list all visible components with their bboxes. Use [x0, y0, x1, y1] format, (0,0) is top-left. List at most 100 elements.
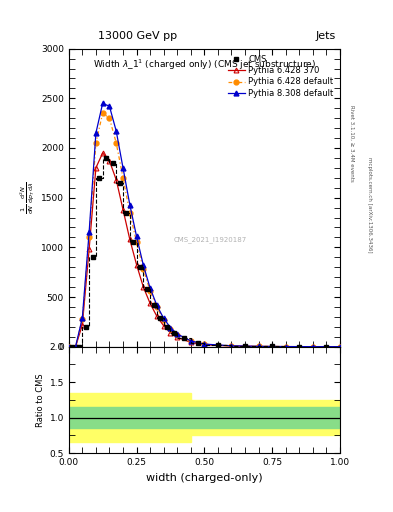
Pythia 6.428 370: [229, 343, 234, 349]
Pythia 8.308 default: [161, 315, 166, 322]
CMS: [138, 264, 142, 270]
Pythia 6.428 default: [256, 344, 261, 350]
CMS: [70, 344, 75, 350]
Pythia 8.308 default: [66, 344, 71, 350]
CMS: [182, 335, 186, 341]
CMS: [242, 343, 248, 349]
CMS: [77, 344, 81, 350]
CMS: [151, 302, 156, 308]
Pythia 8.308 default: [134, 233, 139, 240]
Pythia 6.428 370: [114, 177, 119, 183]
Pythia 6.428 default: [310, 344, 315, 350]
Pythia 8.308 default: [168, 325, 173, 331]
Text: 13000 GeV pp: 13000 GeV pp: [98, 31, 177, 41]
Pythia 6.428 370: [148, 301, 152, 307]
CMS: [270, 344, 274, 350]
CMS: [215, 342, 220, 348]
Pythia 6.428 default: [80, 316, 85, 322]
Pythia 6.428 370: [127, 237, 132, 243]
Pythia 6.428 370: [80, 322, 85, 328]
Pythia 6.428 default: [338, 344, 342, 350]
Pythia 6.428 370: [87, 246, 92, 252]
CMS: [90, 254, 95, 260]
Pythia 6.428 370: [94, 165, 98, 171]
Pythia 6.428 370: [175, 334, 180, 340]
Pythia 8.308 default: [202, 341, 207, 347]
CMS: [83, 324, 88, 330]
CMS: [171, 330, 176, 336]
Pythia 8.308 default: [148, 285, 152, 291]
Pythia 6.428 default: [94, 140, 98, 146]
Line: Pythia 6.428 370: Pythia 6.428 370: [66, 151, 342, 349]
Pythia 6.428 default: [168, 326, 173, 332]
CMS: [97, 175, 102, 181]
X-axis label: width (charged-only): width (charged-only): [146, 473, 263, 482]
Pythia 6.428 default: [87, 234, 92, 241]
Text: Rivet 3.1.10, ≥ 3.4M events: Rivet 3.1.10, ≥ 3.4M events: [349, 105, 354, 182]
Pythia 6.428 default: [134, 239, 139, 245]
CMS: [124, 209, 129, 216]
Pythia 6.428 370: [121, 206, 125, 212]
Pythia 8.308 default: [121, 165, 125, 171]
Pythia 6.428 370: [338, 344, 342, 350]
Pythia 6.428 default: [202, 341, 207, 347]
Text: CMS_2021_I1920187: CMS_2021_I1920187: [173, 236, 246, 243]
Legend: CMS, Pythia 6.428 370, Pythia 6.428 default, Pythia 8.308 default: CMS, Pythia 6.428 370, Pythia 6.428 defa…: [226, 53, 336, 100]
Pythia 6.428 default: [175, 331, 180, 337]
Pythia 8.308 default: [114, 128, 119, 134]
Pythia 8.308 default: [127, 202, 132, 208]
Pythia 6.428 default: [229, 343, 234, 349]
Bar: [69, 407, 340, 428]
CMS: [131, 239, 136, 245]
Pythia 6.428 default: [107, 115, 112, 121]
CMS: [158, 315, 163, 321]
CMS: [144, 286, 149, 292]
Line: CMS: CMS: [70, 156, 329, 349]
Pythia 6.428 default: [114, 140, 119, 146]
Pythia 6.428 default: [161, 317, 166, 323]
Pythia 6.428 default: [127, 209, 132, 216]
Text: Jets: Jets: [316, 31, 336, 41]
Pythia 8.308 default: [189, 338, 193, 344]
Pythia 6.428 default: [141, 266, 146, 272]
Pythia 6.428 370: [100, 150, 105, 156]
Bar: [69, 393, 191, 442]
Y-axis label: $\frac{1}{\mathrm{d}N}\,\frac{\mathrm{d}^2 N}{\mathrm{d}p_T\,\mathrm{d}\lambda}$: $\frac{1}{\mathrm{d}N}\,\frac{\mathrm{d}…: [18, 181, 37, 214]
Pythia 8.308 default: [141, 262, 146, 268]
Pythia 6.428 default: [100, 110, 105, 116]
Pythia 8.308 default: [175, 331, 180, 337]
Pythia 6.428 370: [73, 344, 78, 350]
CMS: [104, 155, 108, 161]
Y-axis label: Ratio to CMS: Ratio to CMS: [37, 373, 45, 426]
Pythia 6.428 default: [121, 175, 125, 181]
Pythia 6.428 default: [73, 344, 78, 350]
CMS: [195, 339, 200, 346]
Pythia 8.308 default: [94, 130, 98, 136]
Pythia 6.428 370: [154, 313, 159, 319]
CMS: [165, 324, 169, 330]
CMS: [117, 180, 122, 186]
CMS: [324, 344, 329, 350]
Pythia 6.428 370: [107, 158, 112, 164]
Pythia 8.308 default: [154, 303, 159, 309]
Pythia 6.428 default: [154, 304, 159, 310]
Bar: [191, 400, 340, 435]
Text: mcplots.cern.ch [arXiv:1306.3436]: mcplots.cern.ch [arXiv:1306.3436]: [367, 157, 372, 252]
Pythia 6.428 370: [141, 284, 146, 290]
CMS: [110, 160, 115, 166]
Pythia 8.308 default: [310, 344, 315, 350]
Pythia 6.428 default: [66, 344, 71, 350]
Text: Width $\lambda\_1^1$ (charged only) (CMS jet substructure): Width $\lambda\_1^1$ (charged only) (CMS…: [93, 57, 316, 72]
Pythia 6.428 default: [148, 288, 152, 294]
Pythia 6.428 370: [283, 344, 288, 350]
CMS: [297, 344, 302, 350]
Pythia 8.308 default: [338, 344, 342, 350]
Pythia 6.428 370: [310, 344, 315, 350]
Pythia 6.428 default: [189, 338, 193, 344]
Pythia 8.308 default: [256, 344, 261, 350]
Line: Pythia 6.428 default: Pythia 6.428 default: [66, 111, 342, 349]
Pythia 6.428 370: [256, 344, 261, 350]
Pythia 6.428 370: [66, 344, 71, 350]
Pythia 8.308 default: [100, 100, 105, 106]
Pythia 8.308 default: [80, 315, 85, 321]
